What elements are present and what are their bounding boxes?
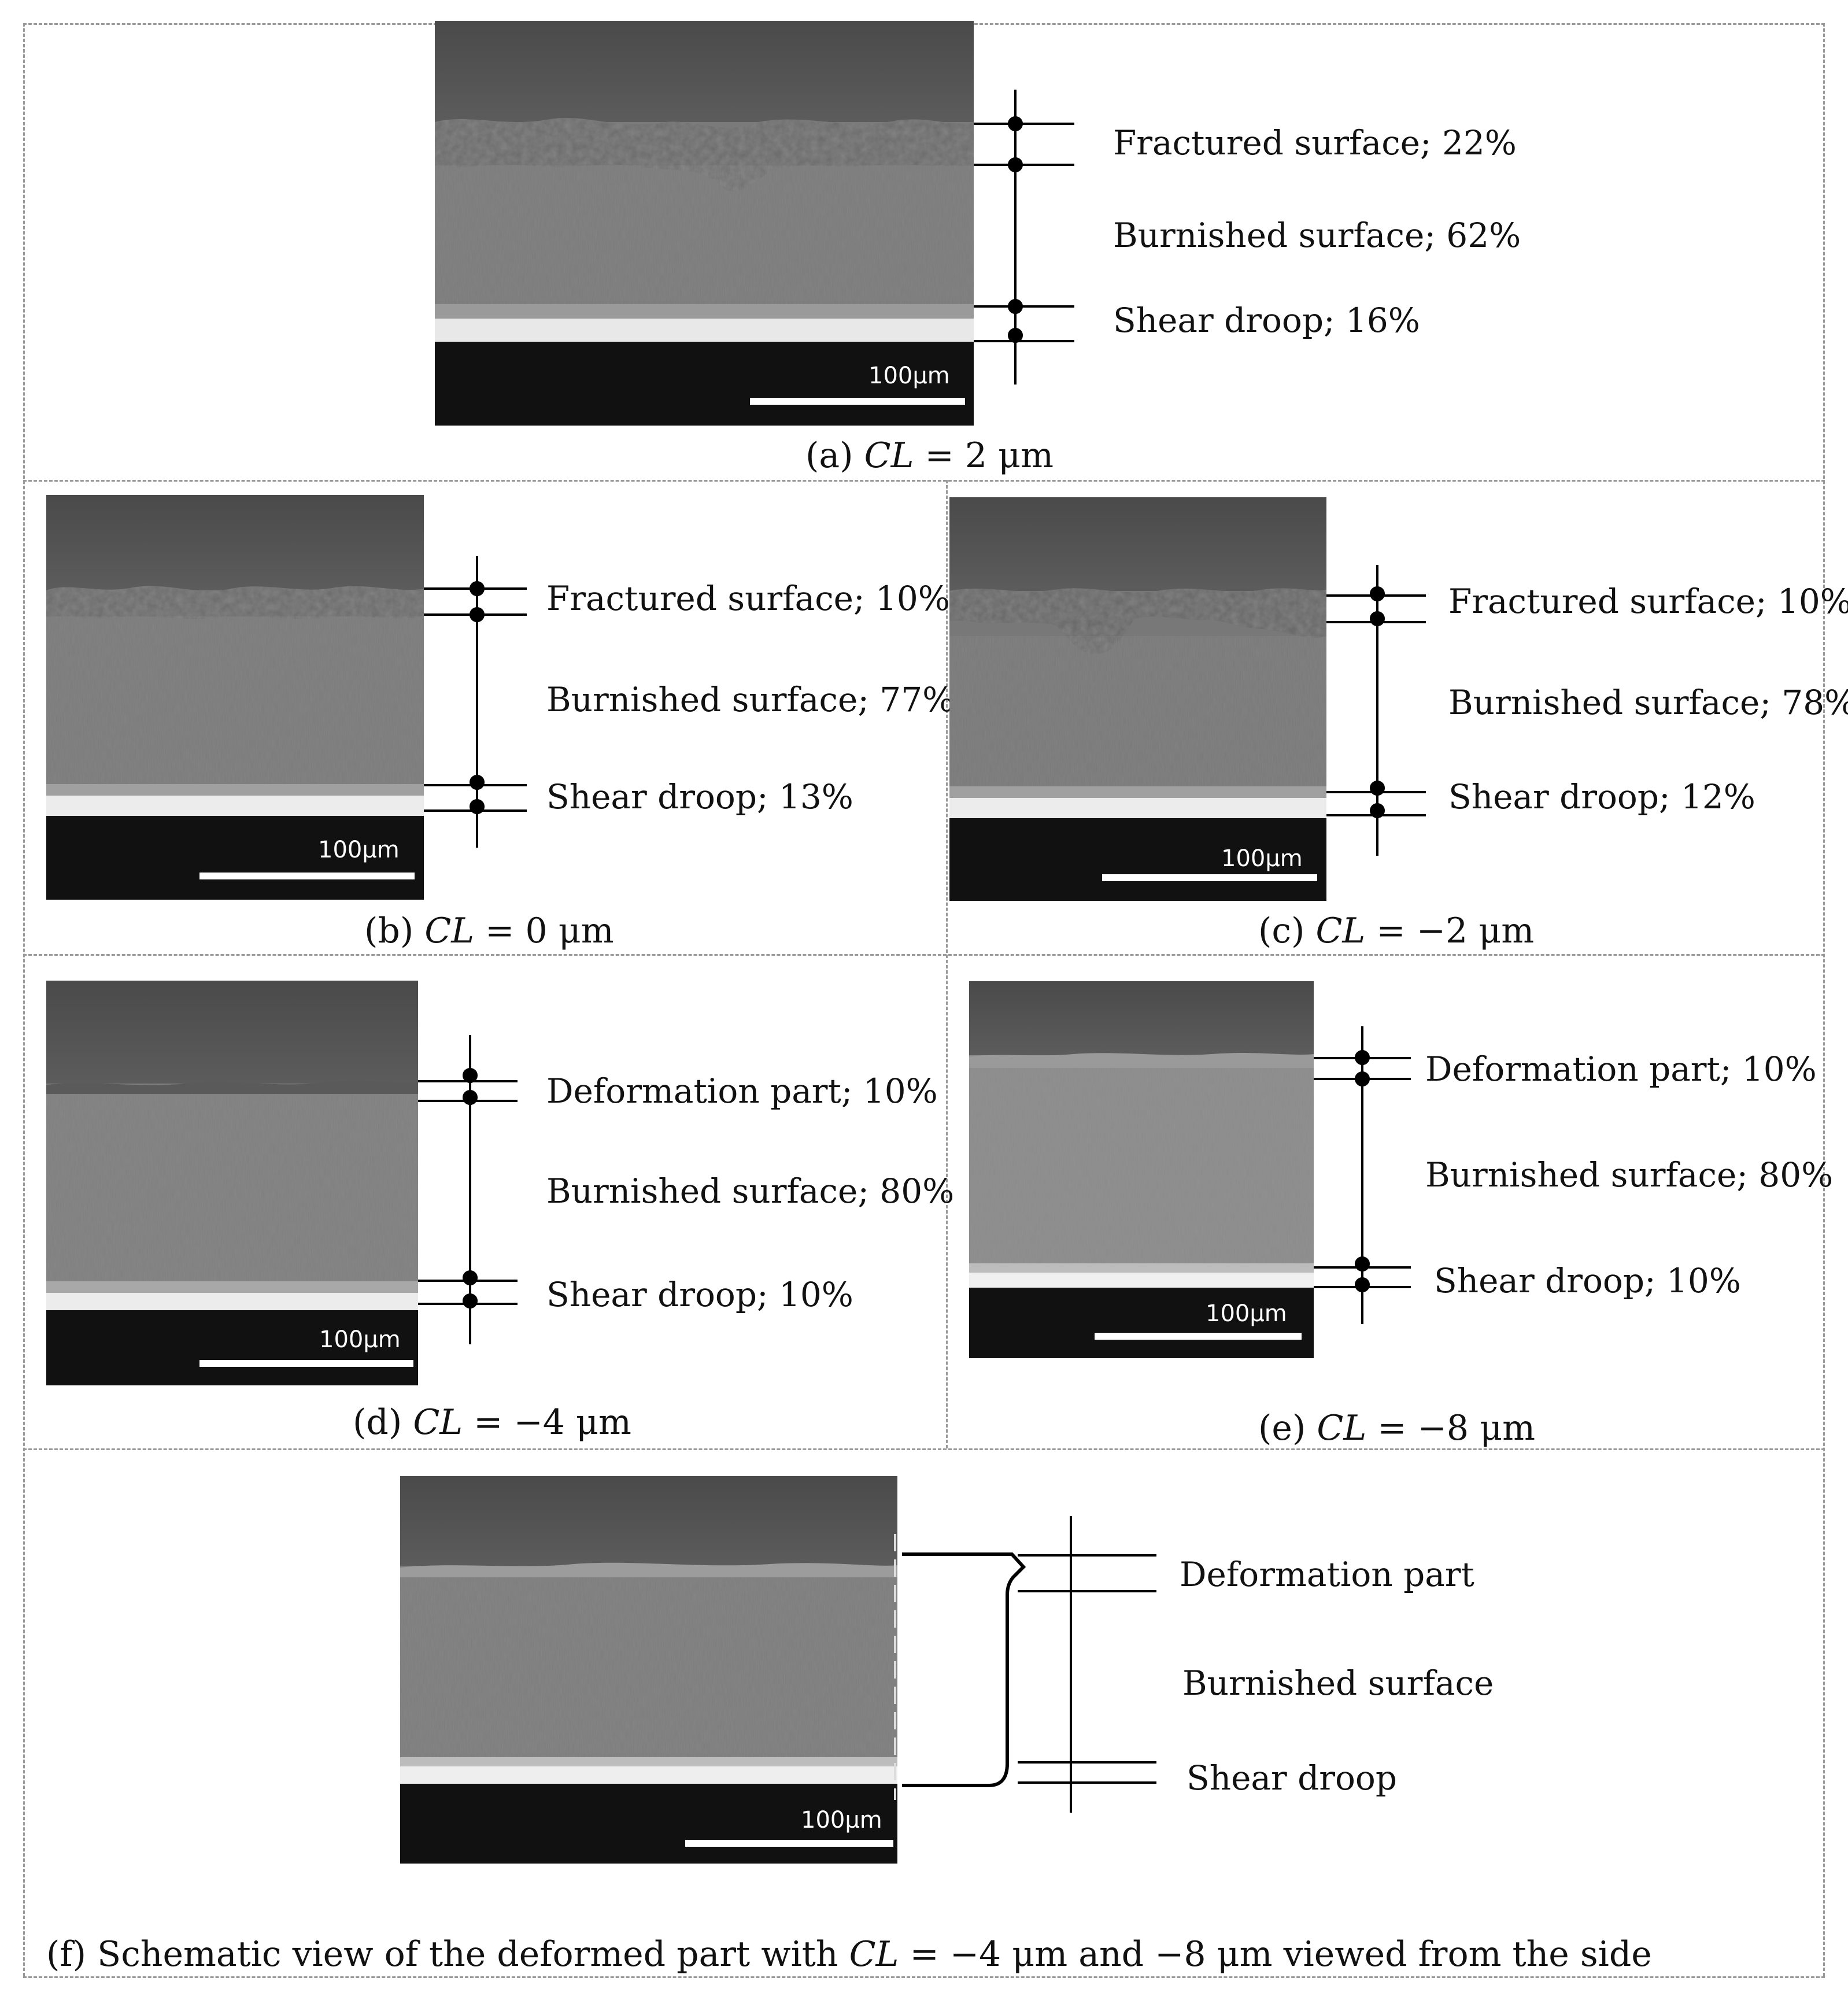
- label-f-deformation: Deformation part: [1180, 1555, 1474, 1594]
- sem-image-d: [46, 981, 418, 1385]
- label-e-deformation: Deformation part; 10%: [1425, 1049, 1817, 1089]
- frame-mid-divider: [946, 480, 948, 1448]
- scale-label-b: 100μm: [318, 837, 400, 863]
- scale-bar-c: [1102, 874, 1317, 881]
- caption-a: (a) CL = 2 μm: [805, 435, 1054, 476]
- scale-bar-a: [750, 398, 965, 405]
- scale-label-f: 100μm: [801, 1807, 882, 1833]
- scale-bar-f: [685, 1840, 893, 1847]
- label-a-fractured: Fractured surface; 22%: [1113, 123, 1517, 162]
- frame-right: [1823, 23, 1825, 1976]
- scale-bar-d: [199, 1360, 413, 1367]
- label-d-burnished: Burnished surface; 80%: [546, 1171, 955, 1211]
- scale-bar-e: [1095, 1333, 1302, 1340]
- sem-image-e: [969, 981, 1314, 1358]
- scale-label-a: 100μm: [868, 363, 950, 389]
- frame-bottom: [23, 1976, 1825, 1978]
- sem-image-f: [400, 1476, 897, 1864]
- label-d-shear-droop: Shear droop; 10%: [546, 1275, 853, 1314]
- scale-bar-b: [199, 873, 415, 879]
- sem-image-a: [435, 21, 974, 426]
- scale-label-c: 100μm: [1221, 845, 1303, 872]
- label-b-fractured: Fractured surface; 10%: [546, 579, 950, 618]
- frame-divider-3: [23, 1448, 1825, 1450]
- frame-divider-2: [23, 954, 1825, 956]
- label-c-burnished: Burnished surface; 78%: [1448, 683, 1848, 722]
- label-b-shear-droop: Shear droop; 13%: [546, 777, 853, 816]
- label-f-shear-droop: Shear droop: [1187, 1758, 1397, 1798]
- frame-left: [23, 23, 25, 1976]
- frame-divider-1: [23, 480, 1825, 482]
- label-a-shear-droop: Shear droop; 16%: [1113, 301, 1420, 340]
- label-c-shear-droop: Shear droop; 12%: [1448, 777, 1755, 816]
- label-e-burnished: Burnished surface; 80%: [1425, 1155, 1834, 1195]
- caption-c: (c) CL = −2 μm: [1258, 911, 1535, 951]
- caption-b: (b) CL = 0 μm: [364, 911, 614, 951]
- scale-label-e: 100μm: [1206, 1300, 1287, 1327]
- scale-label-d: 100μm: [319, 1326, 401, 1353]
- label-c-fractured: Fractured surface; 10%: [1448, 582, 1848, 621]
- caption-d: (d) CL = −4 μm: [353, 1402, 631, 1443]
- caption-e: (e) CL = −8 μm: [1258, 1408, 1536, 1448]
- label-e-shear-droop: Shear droop; 10%: [1434, 1261, 1741, 1300]
- label-f-burnished: Burnished surface: [1182, 1663, 1494, 1703]
- caption-f: (f) Schematic view of the deformed part …: [46, 1934, 1652, 1975]
- label-a-burnished: Burnished surface; 62%: [1113, 216, 1521, 255]
- label-b-burnished: Burnished surface; 77%: [546, 680, 955, 719]
- sem-image-c: [949, 497, 1326, 901]
- label-d-deformation: Deformation part; 10%: [546, 1071, 938, 1111]
- sem-image-b: [46, 495, 424, 900]
